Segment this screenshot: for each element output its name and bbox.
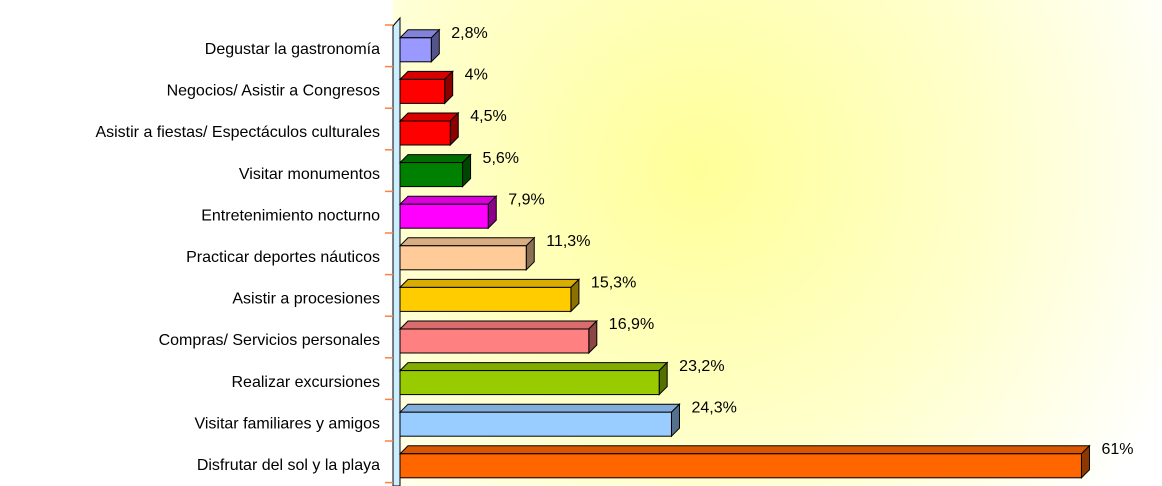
value-label: 15,3% xyxy=(591,275,636,292)
bar xyxy=(399,162,464,188)
bar xyxy=(399,328,590,354)
bar-top xyxy=(398,154,472,164)
category-label: Asistir a fiestas/ Espectáculos cultural… xyxy=(95,124,380,141)
bar-top xyxy=(398,195,498,205)
axis-wall xyxy=(392,16,401,486)
value-label: 5,6% xyxy=(483,150,519,167)
bar xyxy=(399,453,1082,479)
bar xyxy=(399,78,446,104)
value-label: 61% xyxy=(1101,441,1133,458)
bar xyxy=(399,286,572,312)
bar xyxy=(399,245,527,271)
category-label: Visitar monumentos xyxy=(239,166,380,183)
bar-top xyxy=(398,70,454,80)
category-label: Practicar deportes náuticos xyxy=(186,249,380,266)
category-label: Disfrutar del sol y la playa xyxy=(197,457,380,474)
value-label: 4% xyxy=(465,67,488,84)
bar-top xyxy=(398,278,581,288)
value-label: 23,2% xyxy=(679,358,724,375)
category-label: Asistir a procesiones xyxy=(232,291,380,308)
bar xyxy=(399,37,432,63)
bar-top xyxy=(398,320,599,330)
value-label: 7,9% xyxy=(508,191,544,208)
bar xyxy=(399,203,489,229)
category-label: Realizar excursiones xyxy=(231,374,380,391)
category-label: Compras/ Servicios personales xyxy=(159,332,380,349)
value-label: 16,9% xyxy=(609,316,654,333)
category-label: Degustar la gastronomía xyxy=(205,41,380,58)
value-label: 11,3% xyxy=(546,233,590,250)
bar-top xyxy=(398,445,1091,455)
bar-top xyxy=(398,112,460,122)
bar-top xyxy=(398,362,669,372)
bar-top xyxy=(398,237,536,247)
bar xyxy=(399,370,660,396)
category-label: Entretenimiento nocturno xyxy=(201,207,380,224)
value-label: 2,8% xyxy=(451,25,487,42)
value-label: 4,5% xyxy=(470,108,506,125)
bar-top xyxy=(398,403,681,413)
bar xyxy=(399,411,672,437)
category-label: Visitar familiares y amigos xyxy=(194,415,380,432)
bar xyxy=(399,120,451,146)
category-label: Negocios/ Asistir a Congresos xyxy=(167,83,380,100)
value-label: 24,3% xyxy=(691,399,736,416)
